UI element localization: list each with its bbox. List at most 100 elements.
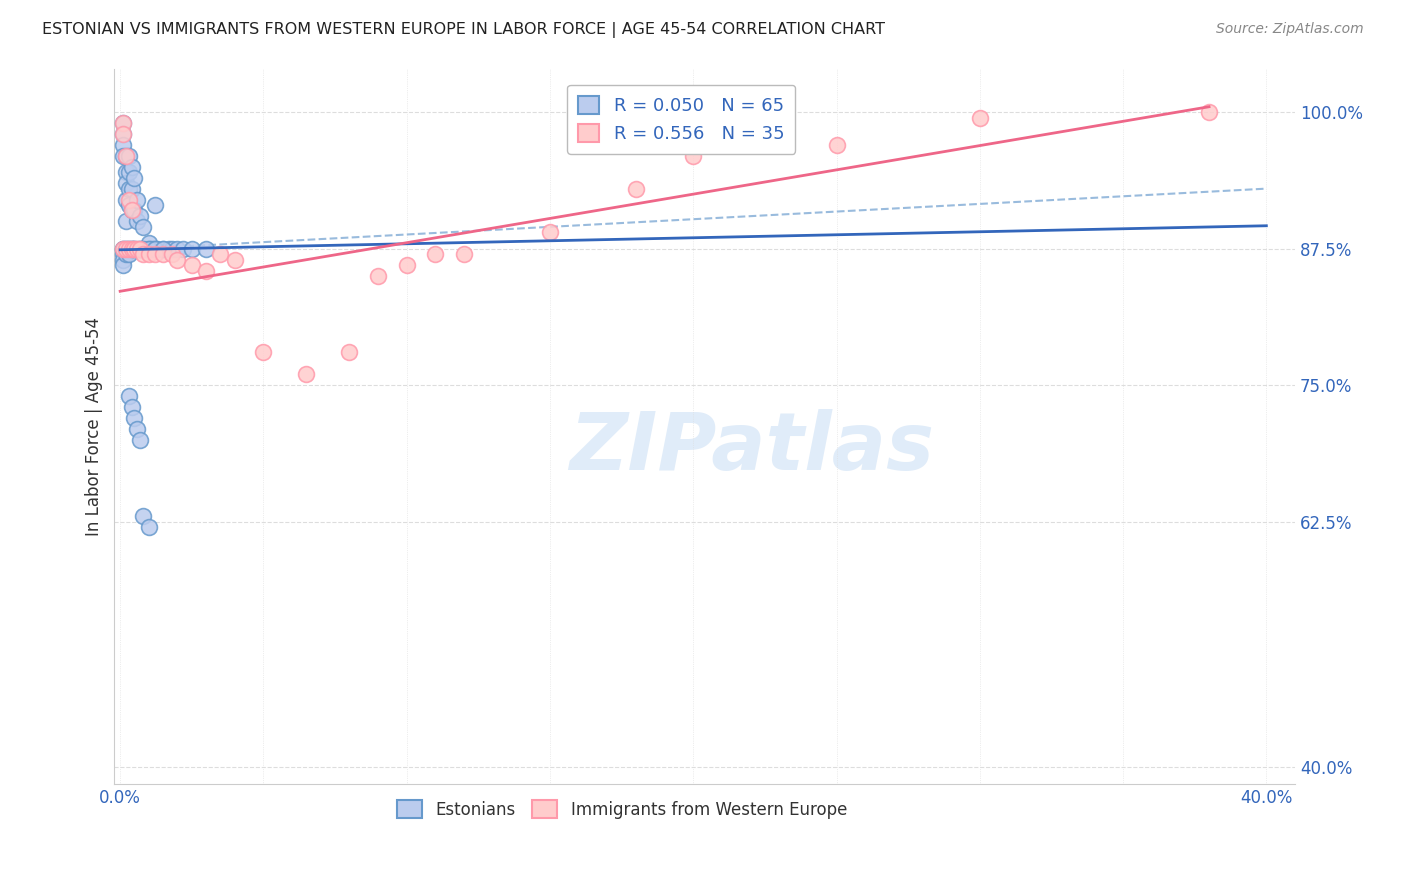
Point [118, 247, 141, 261]
Point [143, 198, 166, 212]
Point [124, 203, 146, 218]
Point [129, 242, 152, 256]
Point [115, 242, 138, 256]
Point [143, 242, 166, 256]
Point [180, 242, 202, 256]
Point [127, 242, 149, 256]
Point [118, 165, 141, 179]
Point [127, 242, 149, 256]
Point [111, 242, 134, 256]
Point [127, 193, 149, 207]
Point [209, 247, 232, 261]
Point [115, 242, 138, 256]
Point [166, 242, 188, 256]
Point [127, 214, 149, 228]
Point [146, 242, 169, 256]
Point [141, 242, 163, 256]
Point [337, 345, 360, 359]
Point [124, 411, 146, 425]
Point [118, 242, 141, 256]
Point [118, 193, 141, 207]
Point [118, 198, 141, 212]
Point [111, 116, 134, 130]
Text: ESTONIAN VS IMMIGRANTS FROM WESTERN EUROPE IN LABOR FORCE | AGE 45-54 CORRELATIO: ESTONIAN VS IMMIGRANTS FROM WESTERN EURO… [42, 22, 886, 38]
Point [132, 242, 155, 256]
Point [118, 181, 141, 195]
Point [115, 247, 138, 261]
Point [157, 242, 180, 256]
Text: Source: ZipAtlas.com: Source: ZipAtlas.com [1216, 22, 1364, 37]
Point [115, 149, 138, 163]
Point [1198, 105, 1220, 120]
Point [111, 127, 134, 141]
Point [115, 176, 138, 190]
Point [121, 242, 143, 256]
Point [143, 247, 166, 261]
Point [111, 252, 134, 267]
Point [111, 258, 134, 272]
Point [115, 242, 138, 256]
Point [127, 422, 149, 436]
Point [143, 242, 166, 256]
Point [129, 242, 152, 256]
Point [624, 181, 647, 195]
Point [121, 203, 143, 218]
Point [115, 214, 138, 228]
Point [121, 181, 143, 195]
Point [195, 263, 218, 277]
Point [538, 225, 561, 239]
Point [135, 242, 157, 256]
Point [969, 111, 991, 125]
Point [121, 400, 143, 414]
Y-axis label: In Labor Force | Age 45-54: In Labor Force | Age 45-54 [86, 317, 103, 535]
Point [395, 258, 418, 272]
Point [124, 242, 146, 256]
Point [166, 252, 188, 267]
Point [132, 509, 155, 524]
Point [453, 247, 475, 261]
Point [172, 242, 194, 256]
Point [224, 252, 246, 267]
Point [425, 247, 447, 261]
Point [115, 165, 138, 179]
Point [124, 242, 146, 256]
Point [152, 242, 174, 256]
Point [115, 193, 138, 207]
Legend: Estonians, Immigrants from Western Europe: Estonians, Immigrants from Western Europ… [391, 794, 853, 825]
Point [138, 247, 160, 261]
Point [124, 242, 146, 256]
Point [138, 242, 160, 256]
Point [152, 242, 174, 256]
Point [367, 268, 389, 283]
Point [111, 149, 134, 163]
Point [180, 258, 202, 272]
Point [152, 247, 174, 261]
Point [825, 138, 848, 153]
Point [129, 209, 152, 223]
Point [111, 116, 134, 130]
Point [132, 247, 155, 261]
Point [121, 242, 143, 256]
Point [118, 389, 141, 403]
Text: ZIPatlas: ZIPatlas [569, 409, 935, 486]
Point [129, 433, 152, 447]
Point [115, 149, 138, 163]
Point [111, 127, 134, 141]
Point [132, 242, 155, 256]
Point [138, 236, 160, 251]
Point [295, 368, 318, 382]
Point [118, 242, 141, 256]
Point [252, 345, 274, 359]
Point [111, 242, 134, 256]
Point [138, 242, 160, 256]
Point [132, 219, 155, 234]
Point [111, 242, 134, 256]
Point [121, 203, 143, 218]
Point [129, 242, 152, 256]
Point [118, 149, 141, 163]
Point [118, 242, 141, 256]
Point [195, 242, 218, 256]
Point [124, 170, 146, 185]
Point [682, 149, 704, 163]
Point [111, 138, 134, 153]
